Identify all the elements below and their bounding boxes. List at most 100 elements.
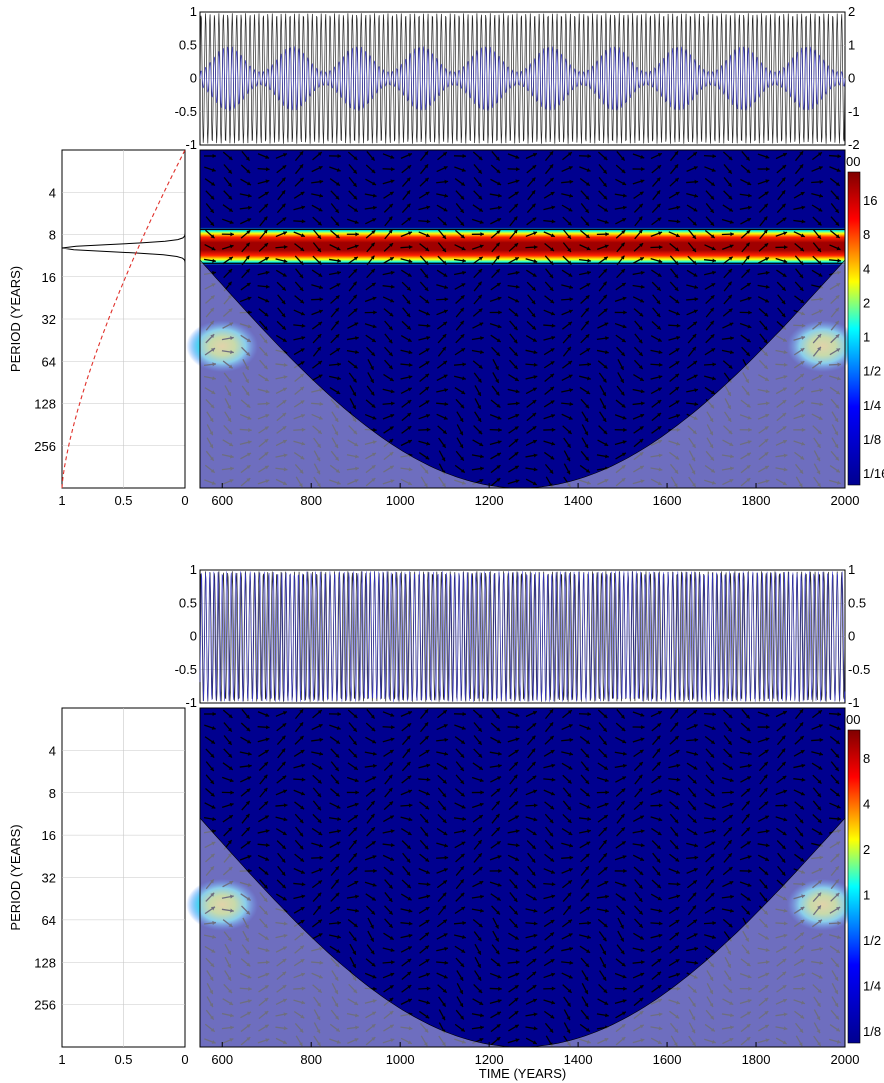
phase-arrowhead xyxy=(372,855,377,859)
phase-arrowhead xyxy=(783,231,788,236)
phase-arrowhead xyxy=(425,299,429,304)
phase-arrowhead xyxy=(355,232,359,237)
phase-arrowhead xyxy=(567,905,571,910)
phase-arrowhead xyxy=(567,892,572,897)
phase-arrowhead xyxy=(799,709,804,714)
phase-arrowhead xyxy=(622,193,627,198)
phase-arrowhead xyxy=(301,882,306,887)
phase-arrowhead xyxy=(228,815,233,819)
phase-arrowhead xyxy=(462,154,466,159)
phase-arrowhead xyxy=(248,868,252,873)
phase-arrowhead xyxy=(460,307,464,312)
phase-arrowhead xyxy=(443,765,448,770)
phase-arrowhead xyxy=(496,465,501,469)
colorbar-tick-label: 4 xyxy=(863,797,870,812)
phase-arrowhead xyxy=(550,247,554,252)
phase-arrowhead xyxy=(513,762,518,766)
phase-arrowhead xyxy=(426,986,431,991)
y-tick-label: 4 xyxy=(49,743,56,758)
phase-arrowhead xyxy=(533,259,538,264)
phase-arrowhead xyxy=(265,284,270,289)
phase-arrowhead xyxy=(301,763,306,768)
phase-arrowhead xyxy=(319,843,323,848)
phase-arrowhead xyxy=(638,216,643,221)
phase-arrowhead xyxy=(353,269,358,273)
phase-arrowhead xyxy=(620,242,625,247)
phase-arrowhead xyxy=(676,763,681,768)
phase-arrowhead xyxy=(819,751,823,756)
phase-arrowhead xyxy=(211,804,216,809)
phase-arrowhead xyxy=(354,322,359,327)
colorbar-top-label: 00 xyxy=(846,154,860,169)
phase-arrowhead xyxy=(585,892,590,897)
y-tick-label: 8 xyxy=(49,786,56,801)
phase-arrowhead xyxy=(585,181,590,186)
phase-arrowhead xyxy=(461,390,466,394)
phase-arrowhead xyxy=(551,335,556,340)
phase-arrowhead xyxy=(622,739,627,744)
phase-arrowhead xyxy=(641,725,645,730)
phase-arrowhead xyxy=(408,362,413,367)
phase-arrowhead xyxy=(550,311,555,316)
phase-arrowhead xyxy=(549,164,554,169)
phase-arrowhead xyxy=(497,415,502,420)
phase-arrowhead xyxy=(641,167,645,172)
phase-arrowhead xyxy=(533,1012,538,1017)
phase-arrowhead xyxy=(550,299,555,304)
phase-arrowhead xyxy=(514,801,519,806)
phase-arrowhead xyxy=(585,1027,590,1032)
phase-arrowhead xyxy=(639,935,644,940)
phase-arrowhead xyxy=(478,923,483,928)
phase-arrowhead xyxy=(460,753,465,758)
phase-arrowhead xyxy=(639,815,644,820)
x-tick-label: 0.5 xyxy=(114,1052,132,1067)
phase-arrowhead xyxy=(656,761,661,766)
phase-arrowhead xyxy=(549,709,554,714)
phase-arrowhead xyxy=(692,892,697,897)
phase-arrowhead xyxy=(800,233,805,238)
phase-arrowhead xyxy=(389,257,394,261)
phase-arrowhead xyxy=(533,350,538,355)
phase-arrowhead xyxy=(444,751,449,756)
phase-arrowhead xyxy=(460,779,464,784)
phase-arrowhead xyxy=(639,857,644,861)
phase-arrowhead xyxy=(370,242,375,247)
phase-arrowhead xyxy=(372,776,377,781)
phase-arrowhead xyxy=(658,817,663,822)
phase-arrowhead xyxy=(585,295,590,300)
phase-arrowhead xyxy=(748,310,752,315)
phase-arrowhead xyxy=(745,352,750,356)
y-axis-label: PERIOD (YEARS) xyxy=(8,824,23,930)
phase-arrowhead xyxy=(763,339,768,344)
phase-arrowhead xyxy=(246,230,251,235)
phase-arrowhead xyxy=(460,879,464,884)
phase-arrowhead xyxy=(442,152,447,156)
phase-arrowhead xyxy=(495,156,500,161)
phase-arrowhead xyxy=(782,723,787,727)
phase-arrowhead xyxy=(425,311,430,316)
phase-arrowhead xyxy=(515,712,520,717)
phase-arrowhead xyxy=(408,817,413,822)
phase-arrowhead xyxy=(318,868,323,872)
phase-arrowhead xyxy=(603,207,608,212)
colorbar xyxy=(847,171,861,486)
phase-arrowhead xyxy=(693,933,698,938)
phase-arrowhead xyxy=(622,440,627,445)
phase-arrowhead xyxy=(337,816,341,822)
phase-arrowhead xyxy=(710,892,715,897)
phase-arrowhead xyxy=(265,829,270,834)
phase-arrowhead xyxy=(389,997,394,1002)
phase-arrowhead xyxy=(228,766,233,770)
phase-arrowhead xyxy=(533,933,538,938)
phase-arrowhead xyxy=(638,203,643,208)
phase-arrowhead xyxy=(694,843,698,848)
phase-arrowhead xyxy=(728,268,732,273)
phase-arrowhead xyxy=(245,242,250,247)
phase-arrowhead xyxy=(692,779,697,784)
phase-arrowhead xyxy=(531,325,536,330)
phase-arrowhead xyxy=(513,203,518,208)
phase-arrowhead xyxy=(515,948,520,953)
phase-arrowhead xyxy=(746,896,751,901)
phase-arrowhead xyxy=(674,736,679,740)
phase-arrowhead xyxy=(336,804,341,809)
